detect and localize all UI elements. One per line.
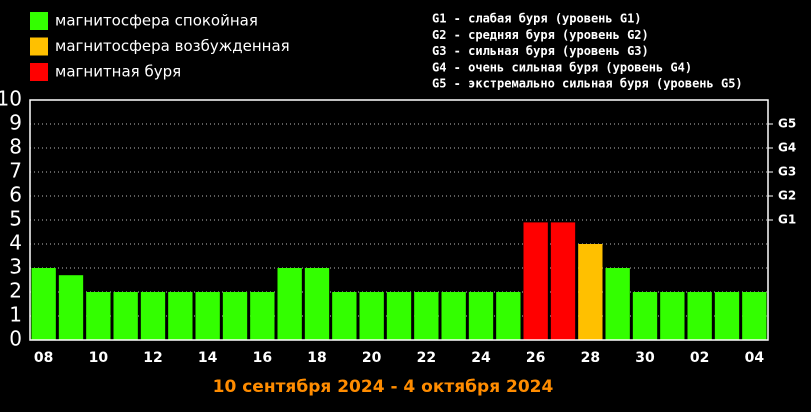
bar (250, 292, 275, 340)
y-tick-label: 1 (9, 303, 22, 327)
bar (550, 222, 576, 340)
bar (359, 292, 384, 340)
legend-label: магнитная буря (55, 63, 181, 81)
bar (31, 268, 56, 340)
x-tick-label: 10 (89, 350, 109, 366)
x-tick-label: 28 (581, 350, 600, 366)
bar (58, 275, 84, 340)
bar (605, 268, 630, 340)
x-tick-label: 24 (471, 350, 491, 366)
bar (277, 268, 302, 340)
bar (468, 292, 494, 340)
legend-label: магнитосфера возбужденная (55, 37, 290, 55)
legend-label: магнитосфера спокойная (55, 12, 258, 30)
legend-swatch (30, 37, 48, 56)
bar (660, 292, 685, 340)
x-tick-label: 14 (198, 350, 218, 366)
x-tick-label: 12 (143, 350, 162, 366)
bar (168, 292, 193, 340)
bar (222, 292, 248, 340)
y-tick-label: 2 (9, 279, 22, 303)
bar (414, 292, 439, 340)
x-tick-label: 20 (362, 350, 382, 366)
bar (632, 292, 658, 340)
legend-swatch (30, 63, 48, 81)
storm-level-note: G2 - средняя буря (уровень G2) (432, 28, 649, 42)
y-tick-label: 5 (9, 207, 22, 231)
y2-tick-label: G3 (778, 165, 796, 179)
x-tick-label: 04 (745, 350, 765, 366)
legend-swatch (30, 12, 48, 30)
bar (140, 292, 166, 340)
bar (332, 292, 357, 340)
bar (714, 292, 740, 340)
y-tick-label: 6 (9, 183, 22, 207)
bar (687, 292, 712, 340)
bar (304, 268, 330, 340)
x-tick-label: 18 (307, 350, 326, 366)
bar (195, 292, 220, 340)
storm-level-note: G5 - экстремально сильная буря (уровень … (432, 77, 743, 91)
x-tick-label: 22 (417, 350, 436, 366)
x-tick-label: 02 (690, 350, 709, 366)
y-tick-label: 4 (9, 231, 22, 255)
y-tick-label: 10 (0, 87, 22, 111)
bar (742, 292, 767, 340)
storm-level-note: G4 - очень сильная буря (уровень G4) (432, 60, 692, 74)
y-tick-label: 8 (9, 135, 22, 159)
y-tick-label: 9 (9, 111, 22, 135)
storm-level-note: G3 - сильная буря (уровень G3) (432, 44, 649, 58)
y-tick-label: 0 (9, 327, 22, 351)
bar (496, 292, 521, 340)
x-tick-label: 30 (635, 350, 655, 366)
y2-tick-label: G2 (778, 189, 796, 203)
bar (578, 244, 603, 340)
chart-title: 10 сентября 2024 - 4 октября 2024 (213, 377, 554, 397)
y-tick-label: 3 (9, 255, 22, 279)
bar (441, 292, 466, 340)
y2-tick-label: G1 (778, 213, 796, 227)
y2-tick-label: G4 (778, 141, 796, 155)
storm-level-note: G1 - слабая буря (уровень G1) (432, 12, 642, 26)
y2-tick-label: G5 (778, 117, 796, 131)
x-tick-label: 08 (34, 350, 53, 366)
bar (113, 292, 138, 340)
x-tick-label: 26 (526, 350, 545, 366)
bar (386, 292, 412, 340)
y-tick-label: 7 (9, 159, 22, 183)
x-tick-label: 16 (253, 350, 272, 366)
bar (523, 222, 548, 340)
bar (86, 292, 111, 340)
